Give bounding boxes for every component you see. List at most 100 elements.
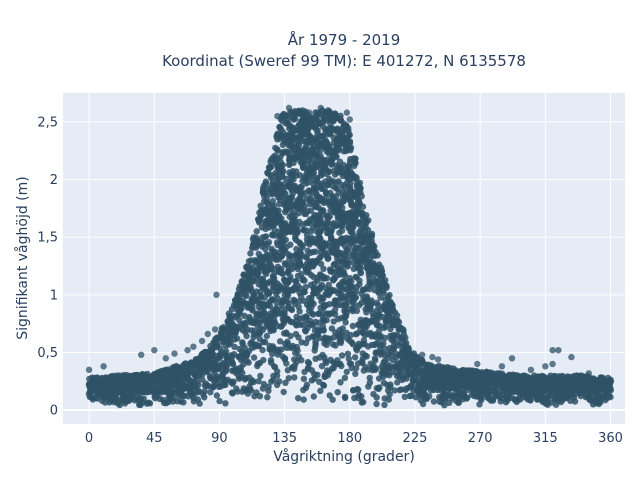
data-point [245,359,252,366]
data-point [363,353,370,360]
data-point [592,377,600,384]
data-point [267,356,275,364]
x-tick-label: 180 [337,431,362,446]
data-point [358,193,365,200]
data-point [317,172,325,179]
data-point [373,365,380,372]
data-point [405,344,412,351]
data-point [273,372,281,379]
data-point [282,236,289,244]
data-point [352,370,359,377]
data-point [338,227,346,234]
data-point [171,350,178,357]
x-tick-label: 135 [272,431,297,446]
data-point [356,277,363,284]
data-point [260,380,268,388]
data-point [289,190,296,197]
data-point [301,288,308,296]
data-point [279,270,287,278]
data-point [329,396,336,403]
x-tick-label: 90 [211,431,228,446]
data-point [299,321,306,328]
data-point [607,393,614,401]
data-point [267,171,274,178]
data-point [343,109,351,116]
data-point [146,400,154,407]
data-point [549,360,556,368]
data-point [306,109,313,116]
data-point [352,294,360,301]
data-point [341,393,349,401]
y-tick-label: 0 [50,404,58,419]
data-point [305,360,313,367]
data-point [357,268,364,276]
data-point [151,347,158,354]
data-point [585,370,592,377]
data-point [196,400,203,407]
data-point [419,400,427,408]
y-tick-label: 2,5 [37,115,58,130]
data-point [259,346,266,354]
data-point [365,217,372,224]
data-point [568,353,575,361]
data-point [287,241,294,248]
data-point [230,378,237,385]
data-point [276,338,284,345]
data-point [243,332,250,340]
data-point [294,228,301,235]
data-point [298,357,305,364]
x-tick-label: 45 [146,431,163,446]
data-point [190,343,197,350]
data-point [201,388,208,395]
data-point [366,374,373,382]
data-point [312,248,319,255]
data-point [162,355,169,362]
data-point [279,168,287,176]
data-point [324,107,332,114]
data-point [253,228,260,235]
data-point [298,270,305,278]
data-point [213,291,220,298]
x-axis-title: Vågriktning (grader) [273,448,415,465]
data-point [527,366,535,373]
data-point [327,233,335,240]
data-point [282,379,289,386]
x-tick-label: 315 [533,431,558,446]
data-point [274,295,281,302]
data-point [85,366,93,373]
data-point [243,292,250,299]
data-point [371,243,378,250]
data-point [207,389,214,396]
data-point [323,316,330,324]
data-point [478,396,485,404]
data-point [256,393,264,400]
data-point [204,330,211,338]
data-point [184,347,191,354]
data-point [542,363,549,370]
data-point [393,312,401,319]
data-point [257,372,264,380]
data-point [222,347,230,355]
data-point [323,275,331,282]
data-point [237,306,244,313]
data-point [607,387,614,394]
data-point [288,306,296,313]
data-point [310,300,317,307]
data-point [116,401,124,409]
data-point [275,207,282,214]
data-point [314,371,321,378]
data-point [344,263,351,270]
data-point [346,131,353,138]
data-point [230,351,238,358]
data-point [229,360,236,368]
data-point [234,388,241,395]
data-point [332,111,339,119]
data-point [265,239,273,246]
data-point [241,344,248,351]
data-point [279,161,287,169]
data-point [255,378,262,385]
data-point [347,144,355,151]
data-point [320,327,327,334]
data-point [227,328,235,335]
data-point [138,351,145,358]
